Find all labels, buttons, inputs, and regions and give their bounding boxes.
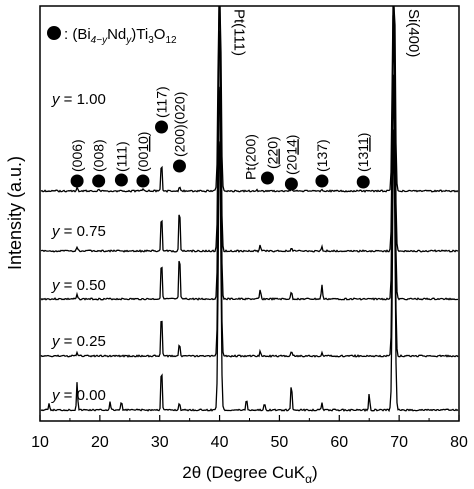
peak-label: (137) [314,139,330,172]
x-tick-label-30: 30 [151,434,169,451]
x-axis-label: 2θ (Degree CuKα) [182,463,317,486]
substrate-label: Pt(111) [231,9,248,56]
peak-marker [136,174,150,188]
x-tick-label-50: 50 [271,434,289,451]
legend: : (Bi4−yNdy)Ti3O12 [47,26,177,46]
x-tick-label-60: 60 [330,434,348,451]
y-axis-label: Intensity (a.u.) [5,156,25,270]
peak-marker [172,159,186,173]
peak-label: (1311) [355,133,371,172]
series-label: y = 0.25 [51,333,106,350]
substrate-label: Si(400) [405,9,422,57]
trace-100 [40,6,459,193]
trace-025 [40,74,459,358]
legend-marker [47,26,61,40]
legend-label: : (Bi4−yNdy)Ti3O12 [64,26,177,46]
peak-marker [92,174,106,188]
series-label: y = 1.00 [51,91,106,108]
peak-label: (117) [154,86,170,118]
peak-marker [155,120,169,134]
peak-marker [260,171,274,185]
peak-marker [284,177,298,191]
peak-label: (008) [91,139,107,172]
peak-label: (2014) [283,135,299,175]
peak-label: (0010) [135,132,151,172]
peak-label: (111) [113,141,129,172]
peak-marker [114,173,128,187]
x-tick-label-10: 10 [31,434,49,451]
x-tick-label-40: 40 [211,434,229,451]
series-label: y = 0.00 [51,387,106,404]
trace-000 [40,129,459,413]
series-label: y = 0.50 [51,277,106,294]
x-tick-label-70: 70 [390,434,408,451]
peak-label: (200)(020) [171,92,187,157]
peak-marker [356,175,370,189]
trace-050 [40,18,459,301]
peak-label: (006) [69,139,85,172]
trace-075 [40,6,459,253]
peak-label: Pt(200) [243,134,259,180]
peak-marker [70,174,84,188]
x-tick-label-20: 20 [91,434,109,451]
x-tick-label-80: 80 [450,434,468,451]
peak-label: (220) [264,136,280,169]
series-label: y = 0.75 [51,223,106,240]
peak-marker [315,174,329,188]
